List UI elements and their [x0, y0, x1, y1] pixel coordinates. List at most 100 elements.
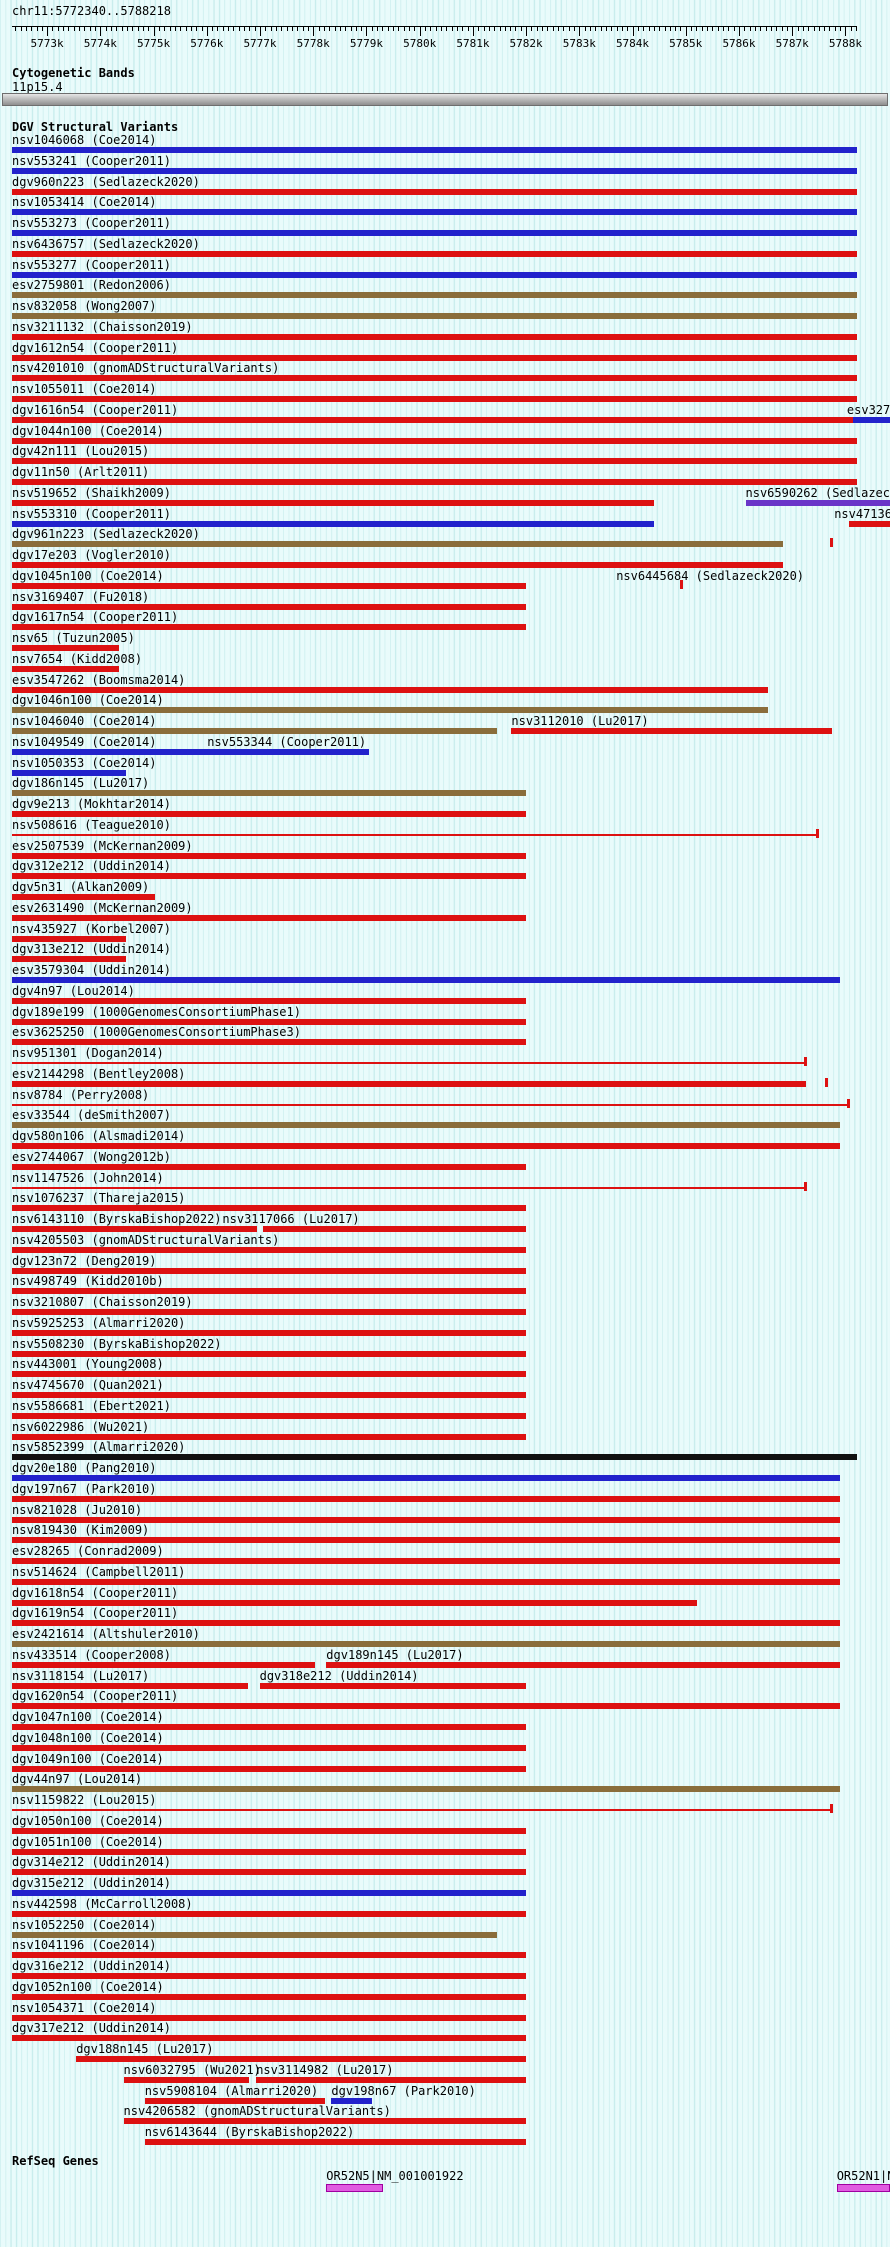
variant-bar[interactable] [12, 977, 841, 983]
variant-label[interactable]: nsv3210807 (Chaisson2019) [12, 1295, 193, 1309]
variant-bar[interactable] [12, 1122, 841, 1129]
variant-label[interactable]: nsv514624 (Campbell2011) [12, 1564, 186, 1579]
variant-label[interactable]: nsv1041196 (Coe2014) [12, 1938, 157, 1953]
variant-bar[interactable] [12, 1537, 841, 1544]
variant-label[interactable]: dgv313e212 (Uddin2014) [12, 942, 171, 957]
variant-bar[interactable] [12, 1620, 841, 1627]
variant-bar[interactable] [12, 894, 155, 900]
variant-label[interactable]: esv3547262 (Boomsma2014) [12, 672, 186, 687]
variant-label[interactable]: nsv5908104 (Almarri2020) [144, 2083, 319, 2098]
variant-bar[interactable] [12, 416, 857, 423]
variant-label[interactable]: dgv961n223 (Sedlazeck2020) [12, 527, 200, 542]
variant-bar[interactable] [12, 1744, 526, 1751]
variant-tick[interactable] [679, 579, 683, 589]
variant-bar[interactable] [12, 1392, 526, 1398]
variant-bar[interactable] [12, 1433, 526, 1440]
variant-bar[interactable] [12, 852, 526, 859]
variant-bar[interactable] [12, 1475, 841, 1481]
variant-span-line[interactable] [12, 833, 819, 836]
variant-label[interactable]: esv2759801 (Redon2006) [12, 278, 171, 293]
variant-label[interactable]: esv2507539 (McKernan2009) [12, 838, 193, 853]
variant-label[interactable]: nsv1076237 (Thareja2015) [12, 1191, 186, 1206]
variant-bar[interactable] [123, 2076, 249, 2083]
variant-label[interactable]: nsv553344 (Cooper2011) [207, 734, 367, 749]
variant-bar[interactable] [12, 292, 857, 299]
variant-bar[interactable] [12, 1599, 698, 1606]
variant-bar[interactable] [12, 1661, 315, 1668]
variant-tick[interactable] [824, 1077, 828, 1087]
variant-bar[interactable] [326, 1661, 841, 1668]
variant-bar[interactable] [12, 1973, 526, 1979]
variant-bar[interactable] [12, 665, 120, 672]
variant-label[interactable]: dgv312e212 (Uddin2014) [12, 859, 171, 874]
variant-bar[interactable] [12, 1786, 841, 1793]
variant-bar[interactable] [12, 1267, 526, 1274]
variant-label[interactable]: nsv4745670 (Quan2021) [12, 1378, 164, 1392]
variant-bar[interactable] [12, 1018, 526, 1025]
variant-label[interactable]: esv2421614 (Altshuler2010) [12, 1627, 200, 1641]
variant-bar[interactable] [12, 1350, 526, 1357]
variant-label[interactable]: nsv1046040 (Coe2014) [12, 714, 157, 728]
variant-bar[interactable] [12, 997, 526, 1004]
variant-label[interactable]: nsv7654 (Kidd2008) [12, 651, 143, 666]
variant-bar[interactable] [12, 458, 857, 465]
variant-label[interactable]: nsv442598 (McCarroll2008) [12, 1896, 193, 1911]
variant-bar[interactable] [12, 1143, 841, 1149]
variant-label[interactable]: dgv1046n100 (Coe2014) [12, 693, 164, 708]
variant-bar[interactable] [12, 748, 369, 755]
variant-label[interactable]: nsv3169407 (Fu2018) [12, 589, 150, 604]
variant-bar[interactable] [852, 416, 890, 423]
variant-label[interactable]: dgv1617n54 (Cooper2011) [12, 610, 179, 625]
variant-span-line[interactable] [12, 1103, 849, 1106]
variant-bar[interactable] [12, 2014, 526, 2021]
variant-span-line[interactable] [12, 1809, 832, 1811]
variant-label[interactable]: nsv553277 (Cooper2011) [12, 257, 171, 272]
variant-label[interactable]: nsv508616 (Teague2010) [12, 817, 171, 832]
variant-bar[interactable] [12, 914, 526, 921]
variant-bar[interactable] [12, 811, 526, 817]
variant-bar[interactable] [12, 686, 769, 693]
variant-label[interactable]: dgv1616n54 (Cooper2011) [12, 402, 179, 417]
variant-bar[interactable] [12, 562, 783, 568]
variant-label[interactable]: esv2631490 (McKernan2009) [12, 900, 193, 915]
variant-label[interactable]: dgv315e212 (Uddin2014) [12, 1876, 171, 1890]
variant-label[interactable]: nsv8784 (Perry2008) [12, 1087, 150, 1102]
variant-bar[interactable] [12, 603, 526, 610]
variant-label[interactable]: nsv6022986 (Wu2021) [12, 1419, 150, 1434]
variant-label[interactable]: esv327 [846, 402, 890, 417]
variant-bar[interactable] [12, 1309, 526, 1315]
variant-bar[interactable] [12, 333, 857, 340]
variant-label[interactable]: dgv1048n100 (Coe2014) [12, 1730, 164, 1745]
variant-label[interactable]: nsv3118154 (Lu2017) [12, 1668, 150, 1683]
variant-label[interactable]: nsv821028 (Ju2010) [12, 1502, 143, 1517]
variant-label[interactable]: nsv6436757 (Sedlazeck2020) [12, 236, 200, 251]
variant-bar[interactable] [12, 167, 857, 174]
variant-label[interactable]: dgv1051n100 (Coe2014) [12, 1834, 164, 1849]
variant-bar[interactable] [12, 707, 769, 714]
variant-label[interactable]: dgv580n106 (Alsmadi2014) [12, 1129, 186, 1143]
variant-bar[interactable] [12, 956, 127, 963]
variant-bar[interactable] [745, 499, 890, 506]
variant-bar[interactable] [144, 2097, 325, 2104]
variant-label[interactable]: dgv123n72 (Deng2019) [12, 1253, 157, 1268]
variant-label[interactable]: nsv553273 (Cooper2011) [12, 216, 171, 230]
variant-bar[interactable] [12, 1495, 841, 1502]
variant-bar[interactable] [12, 1578, 841, 1585]
variant-label[interactable]: dgv5n31 (Alkan2009) [12, 880, 150, 894]
variant-label[interactable]: dgv44n97 (Lou2014) [12, 1772, 143, 1787]
variant-bar[interactable] [12, 1827, 526, 1834]
variant-label[interactable]: nsv5508230 (ByrskaBishop2022) [12, 1336, 222, 1351]
variant-label[interactable]: nsv3211132 (Chaisson2019) [12, 319, 193, 334]
variant-label[interactable]: nsv5852399 (Almarri2020) [12, 1440, 186, 1455]
variant-label[interactable]: esv3625250 (1000GenomesConsortiumPhase3) [12, 1025, 301, 1040]
variant-label[interactable]: dgv17e203 (Vogler2010) [12, 548, 171, 562]
variant-label[interactable]: nsv3112010 (Lu2017) [511, 714, 649, 728]
variant-bar[interactable] [12, 935, 127, 942]
variant-bar[interactable] [12, 1205, 526, 1212]
variant-label[interactable]: nsv1052250 (Coe2014) [12, 1917, 157, 1932]
variant-bar[interactable] [12, 354, 857, 361]
variant-label[interactable]: esv33544 (deSmith2007) [12, 1108, 171, 1123]
variant-bar[interactable] [12, 873, 526, 880]
variant-label[interactable]: dgv1045n100 (Coe2014) [12, 568, 164, 583]
variant-label[interactable]: dgv197n67 (Park2010) [12, 1481, 157, 1496]
